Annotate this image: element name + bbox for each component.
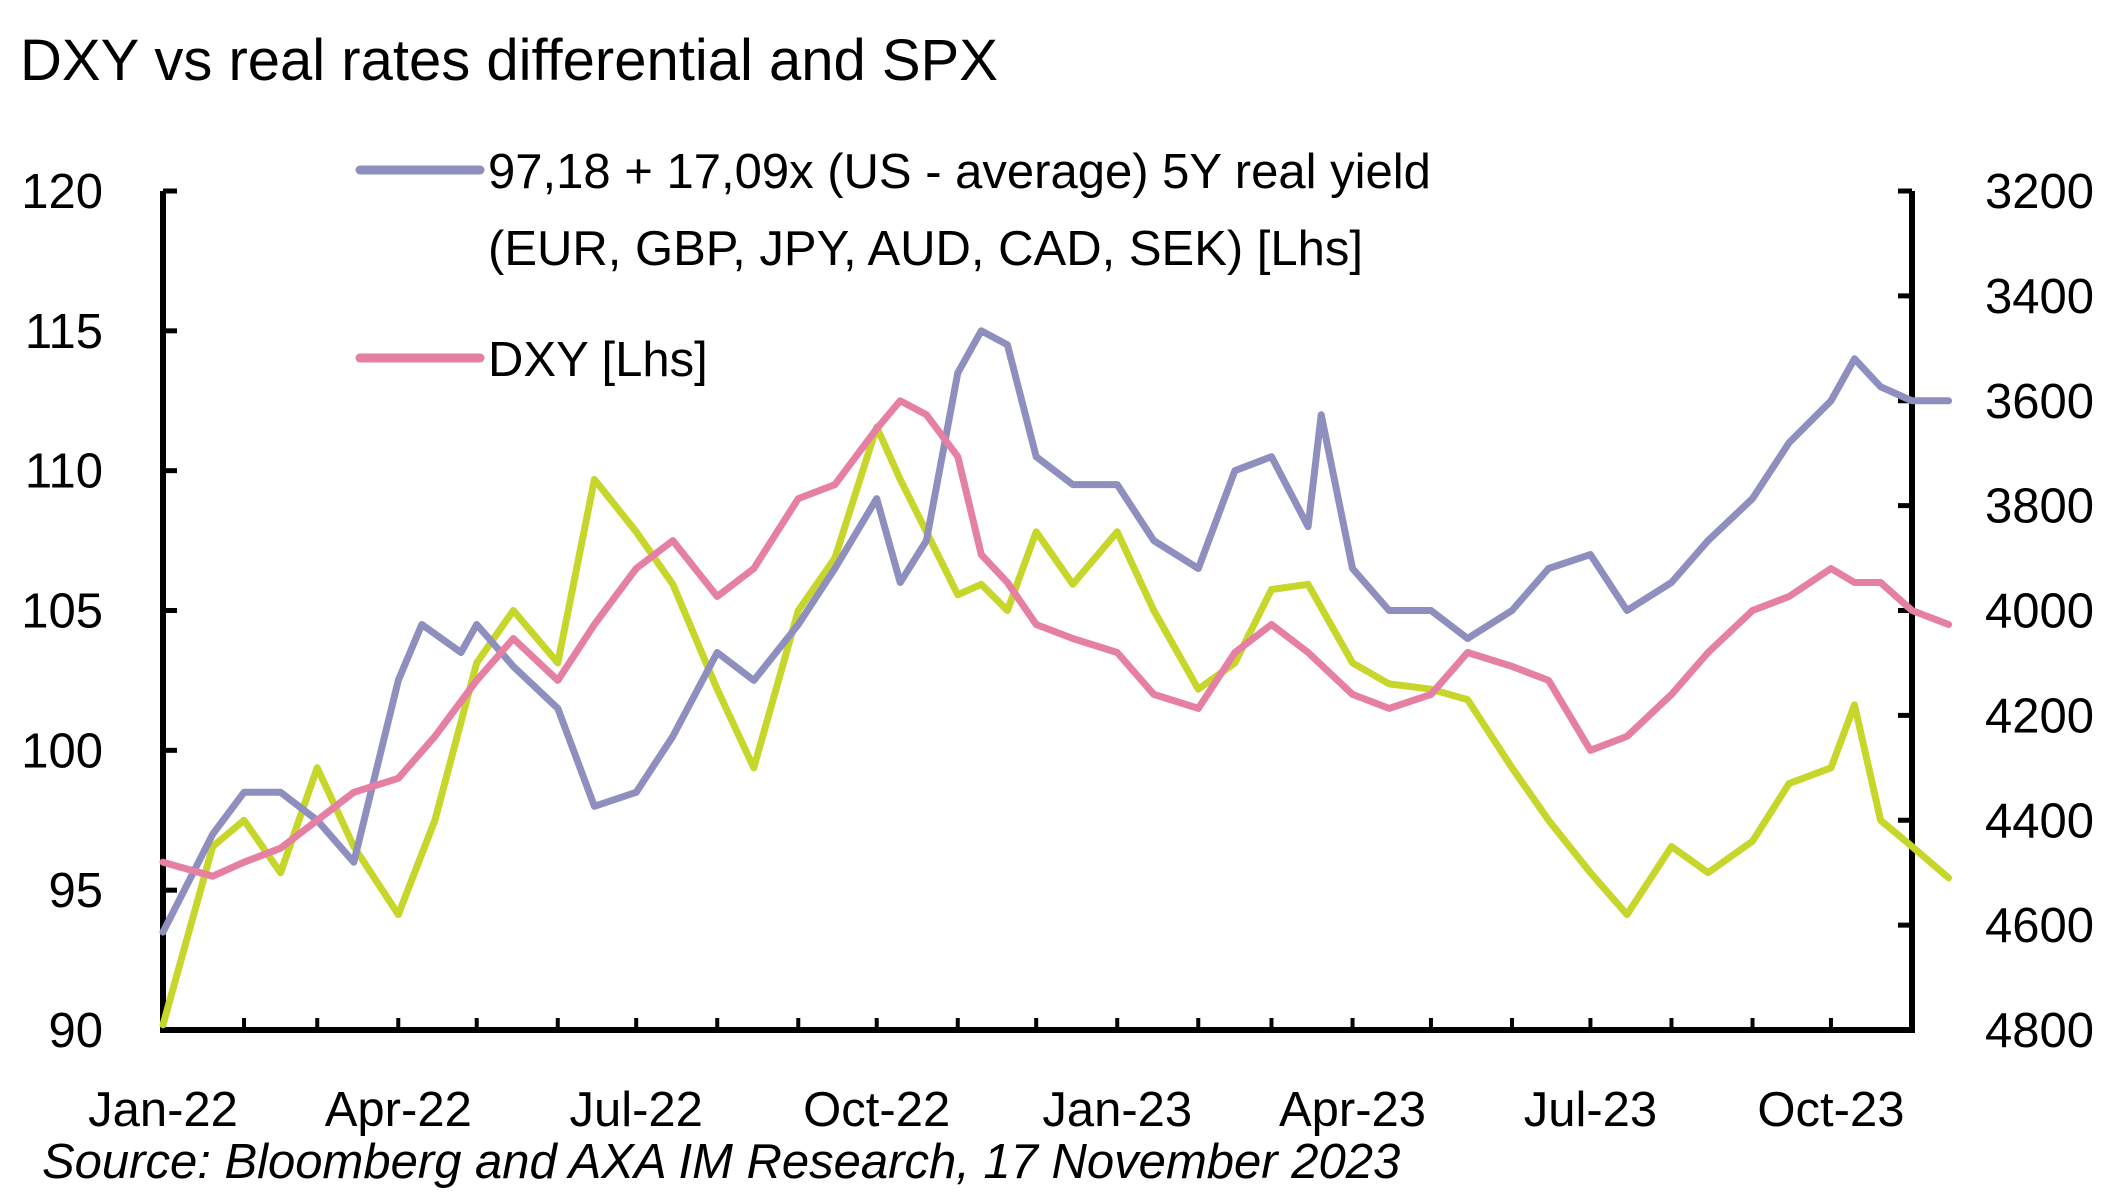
series-layer xyxy=(159,327,1953,1029)
legend-label-dxy: DXY [Lhs] xyxy=(488,333,708,387)
left-axis-tick-label: 100 xyxy=(21,724,103,778)
right-axis-tick-label: 3800 xyxy=(1985,480,2094,534)
right-axis-tick-label: 3400 xyxy=(1985,270,2094,324)
right-axis-tick-label: 4400 xyxy=(1985,794,2094,848)
x-axis-tick-label: Oct-23 xyxy=(1757,1083,1904,1137)
x-axis-tick-label: Oct-22 xyxy=(803,1083,950,1137)
legend-label-real-yield-line2: (EUR, GBP, JPY, AUD, CAD, SEK) [Lhs] xyxy=(488,222,1363,276)
left-axis-tick-label: 115 xyxy=(25,305,103,359)
right-axis-tick-label: 4800 xyxy=(1985,1004,2094,1058)
x-axis-tick-label: Apr-22 xyxy=(325,1083,472,1137)
series-line-spx xyxy=(159,423,1953,1029)
x-axis-tick-label: Apr-23 xyxy=(1279,1083,1426,1137)
x-axis-tick-label: Jan-22 xyxy=(88,1083,238,1137)
right-axis-tick-label: 4200 xyxy=(1985,689,2094,743)
legend-label-real-yield-line1: 97,18 + 17,09x (US - average) 5Y real yi… xyxy=(488,145,1431,199)
left-axis-tick-label: 110 xyxy=(25,445,103,499)
source-note: Source: Bloomberg and AXA IM Research, 1… xyxy=(42,1135,1400,1189)
right-axis-tick-label: 4600 xyxy=(1985,899,2094,953)
chart-title: DXY vs real rates differential and SPX xyxy=(20,28,998,93)
series-line-real-yield xyxy=(159,327,1953,936)
legend: 97,18 + 17,09x (US - average) 5Y real yi… xyxy=(355,145,1431,387)
right-axis-tick-label: 3600 xyxy=(1985,375,2094,429)
left-axis-tick-label: 120 xyxy=(21,165,103,219)
x-axis-tick-label: Jul-22 xyxy=(569,1083,702,1137)
right-axis-tick-label: 3200 xyxy=(1985,165,2094,219)
x-axis-tick-label: Jan-23 xyxy=(1042,1083,1192,1137)
left-axis-tick-label: 105 xyxy=(21,585,103,639)
x-axis-tick-label: Jul-23 xyxy=(1524,1083,1657,1137)
left-axis-tick-label: 95 xyxy=(48,864,103,918)
series-line-dxy xyxy=(159,397,1953,880)
left-axis-tick-label: 90 xyxy=(48,1004,103,1058)
axes: 120 115 110 105 100 95 90 3200 3400 3600 3800 4000 4… xyxy=(21,165,2094,1137)
right-axis-tick-label: 4000 xyxy=(1985,585,2094,639)
